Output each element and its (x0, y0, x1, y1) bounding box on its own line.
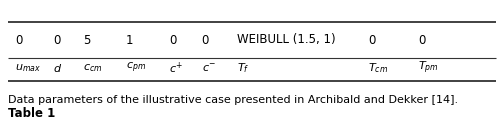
Text: Table 1: Table 1 (8, 107, 55, 117)
Text: $T_{f}$: $T_{f}$ (237, 61, 249, 75)
Text: $T_{pm}$: $T_{pm}$ (418, 60, 439, 76)
Text: Data parameters of the illustrative case presented in Archibald and Dekker [14].: Data parameters of the illustrative case… (8, 95, 458, 105)
Text: 0: 0 (15, 33, 23, 46)
Text: $c_{cm}$: $c_{cm}$ (83, 62, 103, 74)
Text: 5: 5 (83, 33, 91, 46)
Text: 0: 0 (418, 33, 426, 46)
Text: 0: 0 (169, 33, 176, 46)
Text: $c^{+}$: $c^{+}$ (169, 60, 183, 76)
Text: $c^{-}$: $c^{-}$ (202, 62, 216, 74)
Text: 1: 1 (126, 33, 134, 46)
Text: $c_{pm}$: $c_{pm}$ (126, 61, 146, 75)
Text: 0: 0 (202, 33, 209, 46)
Text: WEIBULL (1.5, 1): WEIBULL (1.5, 1) (237, 33, 336, 46)
Text: 0: 0 (53, 33, 60, 46)
Text: $d$: $d$ (53, 62, 62, 74)
Text: $T_{cm}$: $T_{cm}$ (368, 61, 388, 75)
Text: 0: 0 (368, 33, 375, 46)
Text: $u_{max}$: $u_{max}$ (15, 62, 41, 74)
